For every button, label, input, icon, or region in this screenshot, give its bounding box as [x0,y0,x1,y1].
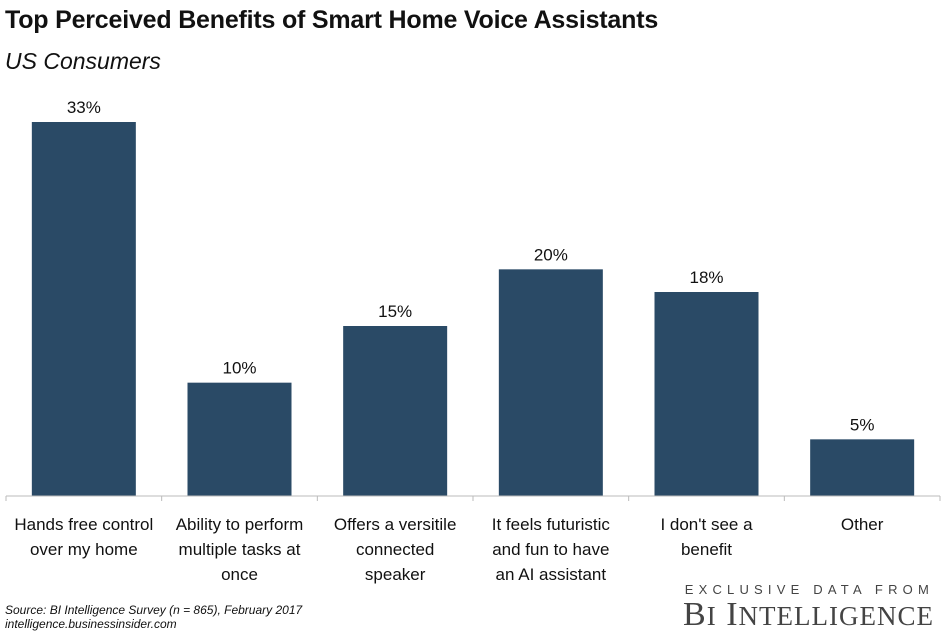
bar-value-label: 18% [689,268,723,287]
bar [343,326,448,496]
bar-value-label: 20% [534,245,568,264]
category-label: once [221,565,258,584]
bar-chart: 33% Hands free control over my home 10% Abil… [5,98,941,584]
source-line: Source: BI Intelligence Survey (n = 865)… [5,603,303,617]
source-note: Source: BI Intelligence Survey (n = 865)… [5,603,302,631]
bar-value-label: 10% [222,359,256,378]
category-label: Hands free control [14,515,153,534]
category-label: connected [356,540,434,559]
bar [31,122,136,496]
category-label: benefit [681,540,732,559]
brand-tagline: EXCLUSIVE DATA FROM [684,582,934,597]
bar-value-label: 33% [67,98,101,117]
bar [654,292,759,496]
brand-letter: I [726,596,739,633]
brand-letter: NTELLIGENCE [738,601,934,631]
chart-subtitle: US Consumers [5,48,161,74]
bar-value-label: 5% [850,415,875,434]
brand-letter: B [683,596,707,633]
brand-logo: BI INTELLIGENCE [683,595,934,636]
category-label: I don't see a [660,515,753,534]
category-label: It feels futuristic [492,515,611,534]
category-label: Other [841,515,884,534]
brand-letter: I [706,601,717,631]
category-label: speaker [365,565,426,584]
bar [810,439,915,496]
category-label: over my home [30,540,138,559]
category-label: and fun to have [492,540,609,559]
chart-title: Top Perceived Benefits of Smart Home Voi… [5,6,659,34]
bar [187,382,292,496]
category-label: multiple tasks at [179,540,301,559]
category-label: Offers a versitile [334,515,457,534]
bar [498,269,603,496]
category-label: an AI assistant [496,565,607,584]
category-label: Ability to perform [176,515,304,534]
bar-value-label: 15% [378,302,412,321]
source-url: intelligence.businessinsider.com [5,617,177,631]
